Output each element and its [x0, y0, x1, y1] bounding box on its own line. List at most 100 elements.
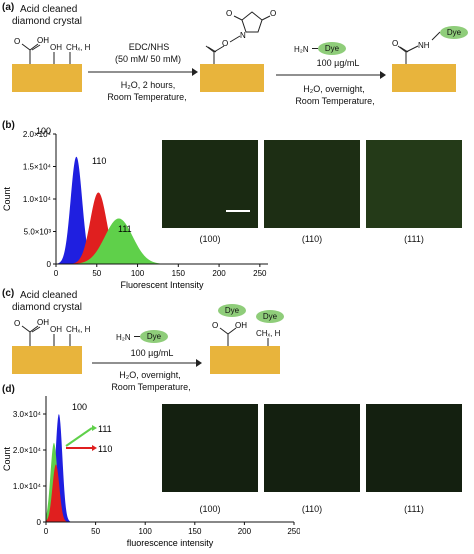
series-label-111: 111	[98, 424, 112, 434]
dye-attached-a: Dye	[440, 26, 468, 39]
series-label-100: 100	[72, 402, 87, 412]
y-tick-label: 1.5×10⁴	[23, 163, 52, 172]
label-arrow	[65, 427, 93, 447]
micrograph-b-label-100: (100)	[199, 234, 221, 244]
dye-adsorbed-c2: Dye	[256, 310, 284, 323]
start-label-c1: Acid cleaned	[20, 290, 78, 301]
histogram-d: 0 50 100 150 200 250 0 1.0×10⁴ 2.0×10⁴ 3.0×10⁴ flu…	[2, 396, 300, 548]
y-axis-label: Count	[2, 187, 12, 212]
amide-nh: NH	[418, 41, 430, 50]
svg-text:OH: OH	[235, 321, 247, 330]
start-label-c2: diamond crystal	[12, 302, 83, 313]
series-area-111	[56, 218, 268, 264]
start-label-a1: Acid cleaned	[20, 4, 78, 15]
x-tick-label: 200	[212, 269, 226, 278]
x-tick-label: 0	[54, 269, 59, 278]
micrograph-d-label-100: (100)	[199, 504, 221, 514]
series-label-100: 100	[36, 126, 51, 136]
scale-bar	[226, 210, 250, 212]
x-axis-label: Fluorescent Intensity	[120, 280, 204, 290]
label-arrowhead	[92, 425, 97, 431]
micrograph-b-111	[366, 140, 462, 228]
micrograph-b-100	[162, 140, 258, 228]
amine-bond-c	[134, 336, 140, 337]
step1-concentration: (50 mM/ 50 mM)	[114, 54, 181, 64]
x-tick-label: 250	[253, 269, 267, 278]
micrograph-d-label-110: (110)	[301, 504, 323, 514]
step2-condition-2: Room Temperature,	[295, 96, 375, 106]
reaction-arrow-2	[276, 71, 386, 79]
adsorbed-structure: O OH	[212, 321, 269, 346]
histogram-b: 0 50 100 150 200 250 0 5.0×10³ 1.0×10⁴ 1.5×10⁴ 2.0…	[2, 126, 268, 290]
y-tick-label: 1.0×10⁴	[23, 195, 52, 204]
y-axis-label: Count	[2, 447, 12, 472]
x-tick-label: 0	[44, 527, 49, 536]
micrograph-b-label-110: (110)	[301, 234, 323, 244]
y-tick-label: 2.0×10⁴	[13, 446, 42, 455]
ch-group-a: CHₓ, H	[66, 43, 91, 52]
svg-text:O: O	[392, 39, 398, 48]
svg-text:O: O	[212, 321, 218, 330]
start-label-a2: diamond crystal	[12, 16, 83, 27]
x-tick-label: 100	[139, 527, 153, 536]
panel-label-c: (c)	[2, 288, 15, 299]
dye-reagent-a: Dye	[318, 42, 346, 55]
step-c-concentration: 100 µg/mL	[130, 348, 174, 358]
x-tick-label: 100	[131, 269, 145, 278]
amide-structure: O	[392, 31, 441, 64]
oh-group-a: OH	[50, 43, 62, 52]
micrograph-d-label-111: (111)	[404, 504, 424, 514]
diamond-crystal-a3	[392, 64, 456, 92]
y-tick-label: 2.0×10⁴	[23, 130, 52, 139]
step1-condition-1: H₂O, 2 hours,	[120, 80, 176, 90]
svg-text:O: O	[14, 319, 20, 328]
step2-condition-1: H₂O, overnight,	[303, 84, 365, 94]
svg-text:OH: OH	[37, 36, 49, 45]
x-tick-label: 150	[188, 527, 202, 536]
micrograph-b-label-111: (111)	[404, 234, 424, 244]
dye-adsorbed-c1: Dye	[218, 304, 246, 317]
surface-groups-a: O OH	[14, 36, 71, 64]
diamond-crystal-a2	[200, 64, 264, 92]
x-axis-label: fluorescence intensity	[127, 538, 214, 548]
svg-text:N: N	[240, 31, 246, 40]
x-tick-label: 150	[172, 269, 186, 278]
y-tick-label: 0	[47, 260, 52, 269]
panel-label-b: (b)	[2, 120, 15, 131]
x-tick-label: 50	[91, 527, 100, 536]
y-tick-label: 1.0×10⁴	[13, 482, 42, 491]
svg-text:O: O	[222, 39, 228, 48]
step1-condition-2: Room Temperature,	[107, 92, 187, 102]
amine-prefix-c: H₂N	[116, 333, 131, 342]
reaction-arrow-c	[92, 359, 202, 367]
amine-bond-a	[312, 48, 318, 49]
series-area-100	[56, 156, 268, 264]
svg-text:O: O	[226, 9, 232, 18]
panel-label-a: (a)	[2, 2, 15, 13]
step2-concentration: 100 µg/mL	[316, 58, 360, 68]
series-label-110: 110	[92, 156, 106, 166]
y-tick-label: 5.0×10³	[24, 228, 52, 237]
series-label-111: 111	[118, 224, 132, 234]
y-tick-label: 0	[37, 518, 42, 527]
x-tick-label: 50	[92, 269, 101, 278]
ch-group-c-product: CHₓ, H	[256, 329, 281, 338]
micrograph-b-110	[264, 140, 360, 228]
dye-reagent-c: Dye	[140, 330, 168, 343]
surface-groups-c: O OH	[14, 318, 71, 346]
oh-group-c: OH	[50, 325, 62, 334]
label-arrowhead	[92, 445, 97, 451]
reaction-arrow-1	[88, 68, 198, 76]
x-tick-label: 200	[238, 527, 252, 536]
diamond-crystal-c2	[210, 346, 280, 374]
x-tick-label: 250	[287, 527, 300, 536]
diamond-crystal-c1	[12, 346, 82, 374]
micrograph-d-100	[162, 404, 258, 492]
step-c-condition-1: H₂O, overnight,	[119, 370, 181, 380]
panel-label-d: (d)	[2, 384, 15, 395]
ch-group-c: CHₓ, H	[66, 325, 91, 334]
micrograph-d-111	[366, 404, 462, 492]
amine-prefix-a: H₂N	[294, 45, 309, 54]
svg-text:O: O	[270, 9, 276, 18]
step-c-condition-2: Room Temperature,	[111, 382, 191, 392]
